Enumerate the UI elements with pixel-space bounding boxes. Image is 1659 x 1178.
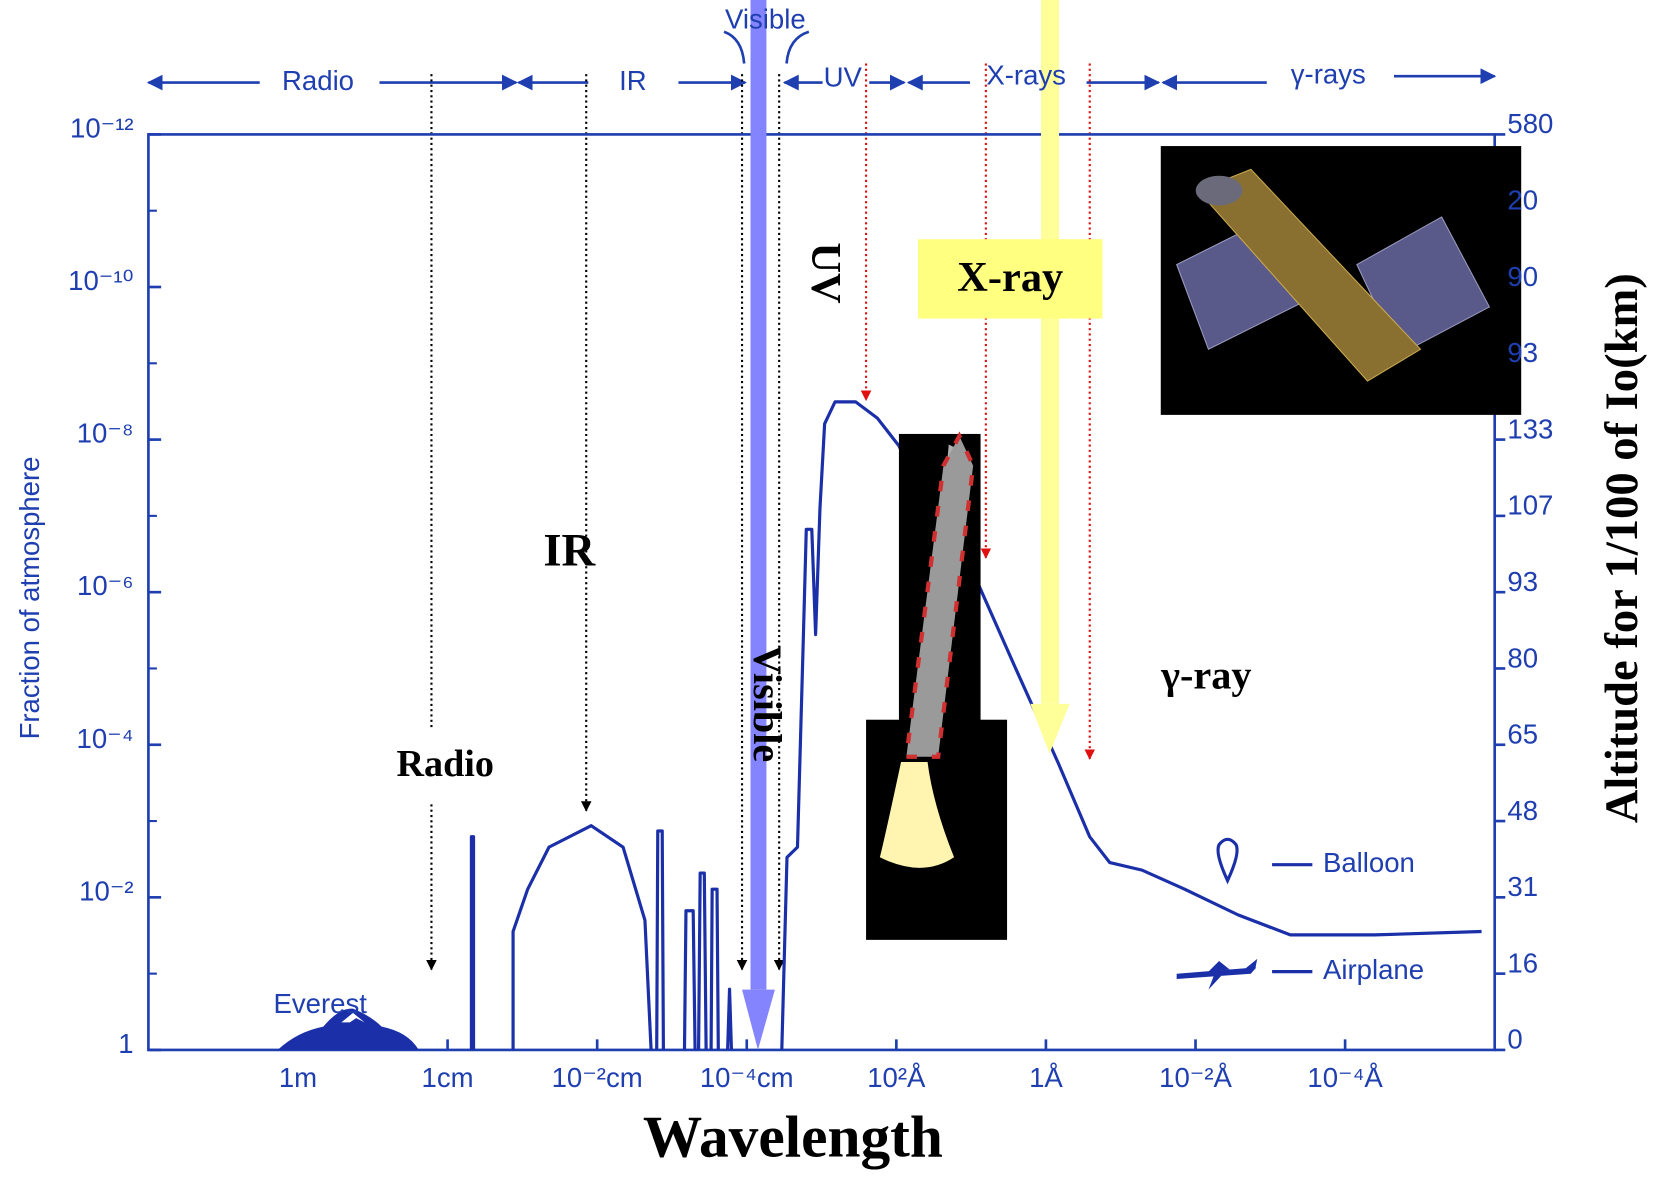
overlay-label: Radio <box>396 743 494 785</box>
y-tick-label: 10⁻¹² <box>70 112 134 143</box>
band-label: IR <box>619 65 647 96</box>
page: {"chart_data": { "type": "line", "x_labe… <box>0 0 1659 1178</box>
y-tick-label: 1 <box>118 1028 133 1059</box>
overlay-label: γ-ray <box>1160 653 1251 698</box>
y-tick-label: 10⁻⁶ <box>77 570 134 601</box>
y2-tick-label: 65 <box>1507 719 1538 750</box>
x-tick-label: 10⁻²Å <box>1159 1062 1232 1093</box>
y-tick-label: 10⁻⁸ <box>77 418 134 449</box>
band-label: Visible <box>725 3 806 34</box>
band-label: X-rays <box>986 60 1066 91</box>
x-tick-label: 10⁻²cm <box>552 1062 643 1093</box>
x-axis-title: Wavelength <box>643 1104 943 1170</box>
everest-label: Everest <box>273 988 367 1019</box>
band-label: Radio <box>282 65 354 96</box>
airplane-label: Airplane <box>1323 954 1424 985</box>
y-tick-label: 10⁻² <box>79 875 133 906</box>
overlay-label: Visible <box>745 645 790 762</box>
balloon-label: Balloon <box>1323 847 1415 878</box>
x-tick-label: 10²Å <box>867 1062 926 1093</box>
x-tick-label: 1m <box>279 1062 317 1093</box>
x-tick-label: 1Å <box>1029 1062 1063 1093</box>
x-tick-label: 10⁻⁴cm <box>700 1062 794 1093</box>
y2-tick-label: 133 <box>1507 413 1553 444</box>
x-tick-label: 10⁻⁴Å <box>1307 1062 1383 1093</box>
y2-tick-label: 31 <box>1507 871 1538 902</box>
y2-tick-label: 107 <box>1507 490 1553 521</box>
balloon-icon <box>1218 839 1312 971</box>
airplane-icon <box>1177 959 1258 990</box>
satellite-image <box>1161 146 1521 415</box>
y2-tick-label: 93 <box>1507 337 1538 368</box>
y2-tick-label: 90 <box>1507 261 1538 292</box>
overlay-label: X-ray <box>957 254 1063 301</box>
y2-axis-title: Altitude for 1/100 of Io(km) <box>1596 273 1648 823</box>
y-tick-label: 10⁻¹⁰ <box>68 265 133 296</box>
y2-tick-label: 93 <box>1507 566 1538 597</box>
y-axis-title: Fraction of atmosphere <box>14 457 45 740</box>
y2-tick-label: 80 <box>1507 642 1538 673</box>
y2-tick-label: 0 <box>1507 1024 1522 1055</box>
y2-tick-label: 580 <box>1507 108 1553 139</box>
overlay-label: IR <box>543 524 596 576</box>
y-tick-label: 10⁻⁴ <box>77 723 134 754</box>
chart: 1 10⁻² 10⁻⁴ 10⁻⁶ 10⁻⁸ 10⁻¹⁰ 10⁻¹² 0 16 31 48 65 80 93… <box>0 0 1659 1178</box>
x-tick-label: 1cm <box>422 1062 474 1093</box>
y2-tick-label: 16 <box>1507 947 1538 978</box>
band-label: UV <box>824 62 863 93</box>
band-label: γ-rays <box>1291 59 1366 90</box>
y2-tick-label: 48 <box>1507 795 1538 826</box>
overlay-label: UV <box>802 242 849 304</box>
y2-tick-label: 20 <box>1507 185 1538 216</box>
